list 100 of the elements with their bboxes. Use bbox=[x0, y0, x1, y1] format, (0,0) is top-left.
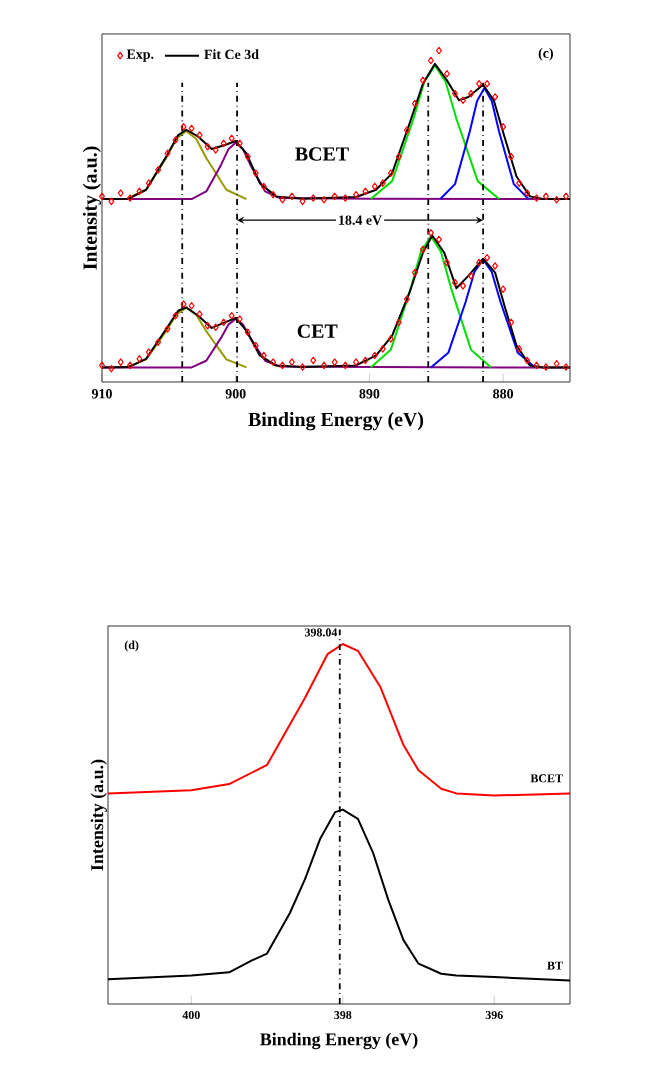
point bbox=[252, 341, 259, 350]
point bbox=[395, 318, 402, 327]
point bbox=[204, 321, 211, 330]
point bbox=[484, 253, 491, 262]
point bbox=[252, 169, 259, 177]
point bbox=[362, 187, 369, 196]
point bbox=[244, 152, 251, 161]
point bbox=[387, 169, 394, 177]
point bbox=[342, 361, 349, 370]
point bbox=[542, 363, 549, 371]
point bbox=[353, 190, 360, 199]
point bbox=[279, 361, 286, 370]
point bbox=[164, 325, 171, 333]
point bbox=[435, 235, 442, 244]
point bbox=[492, 93, 499, 101]
point bbox=[468, 89, 475, 98]
point bbox=[362, 356, 369, 365]
point bbox=[419, 245, 426, 254]
point bbox=[310, 356, 317, 365]
point bbox=[476, 79, 483, 88]
annotation: BCET bbox=[295, 147, 349, 161]
point bbox=[533, 361, 540, 370]
point bbox=[204, 142, 211, 151]
point bbox=[196, 131, 203, 139]
point bbox=[172, 311, 179, 320]
point bbox=[542, 192, 549, 201]
point bbox=[460, 282, 467, 290]
point bbox=[468, 272, 475, 280]
point bbox=[553, 359, 560, 368]
point bbox=[395, 152, 402, 161]
point bbox=[164, 149, 171, 158]
point bbox=[299, 363, 306, 371]
point bbox=[279, 195, 286, 204]
point bbox=[172, 136, 179, 144]
point bbox=[136, 187, 143, 196]
point bbox=[387, 335, 394, 343]
point bbox=[379, 345, 386, 353]
point bbox=[136, 355, 143, 363]
point bbox=[108, 197, 115, 206]
point bbox=[145, 348, 152, 356]
point bbox=[508, 318, 515, 327]
point bbox=[145, 179, 152, 187]
point bbox=[155, 166, 162, 174]
point bbox=[320, 195, 327, 204]
point bbox=[562, 192, 569, 201]
point bbox=[500, 123, 507, 131]
point bbox=[288, 192, 295, 201]
point bbox=[492, 262, 499, 270]
point bbox=[508, 152, 515, 161]
point bbox=[320, 361, 327, 370]
point bbox=[419, 76, 426, 85]
point bbox=[562, 363, 569, 371]
point bbox=[220, 139, 227, 148]
point bbox=[516, 345, 523, 353]
point bbox=[427, 56, 434, 65]
point bbox=[260, 351, 267, 360]
point bbox=[371, 182, 378, 191]
point bbox=[108, 364, 115, 373]
point bbox=[260, 182, 267, 191]
point bbox=[180, 300, 187, 308]
point bbox=[516, 179, 523, 187]
point bbox=[452, 278, 458, 287]
point bbox=[379, 179, 386, 187]
x-axis-title: Binding Energy (eV) bbox=[248, 412, 424, 431]
point bbox=[127, 194, 134, 202]
point bbox=[212, 323, 219, 332]
point bbox=[427, 229, 434, 237]
point bbox=[411, 268, 418, 277]
point bbox=[228, 311, 235, 320]
point bbox=[155, 338, 162, 346]
annotation: CET bbox=[297, 324, 338, 338]
point bbox=[127, 361, 134, 370]
y-axis-title: Intensity (a.u.) bbox=[90, 759, 107, 871]
point bbox=[411, 99, 418, 108]
point bbox=[524, 356, 531, 365]
point bbox=[500, 285, 507, 293]
point bbox=[310, 194, 317, 202]
point bbox=[196, 310, 203, 318]
point bbox=[443, 69, 450, 78]
point bbox=[188, 301, 195, 310]
point bbox=[371, 351, 378, 360]
point bbox=[533, 194, 540, 202]
point bbox=[524, 189, 531, 197]
point bbox=[403, 295, 410, 303]
point bbox=[452, 89, 458, 98]
point bbox=[476, 258, 483, 267]
point bbox=[484, 79, 491, 88]
y-axis-title: Intensity (a.u.) bbox=[82, 146, 101, 270]
point bbox=[228, 134, 235, 143]
point bbox=[236, 139, 243, 148]
point bbox=[270, 358, 277, 366]
point bbox=[270, 190, 277, 199]
point bbox=[244, 328, 251, 337]
point bbox=[212, 146, 219, 154]
point bbox=[353, 358, 360, 366]
point bbox=[117, 358, 124, 366]
point bbox=[299, 197, 306, 206]
point bbox=[553, 195, 560, 204]
point bbox=[443, 258, 450, 267]
point bbox=[117, 189, 124, 197]
